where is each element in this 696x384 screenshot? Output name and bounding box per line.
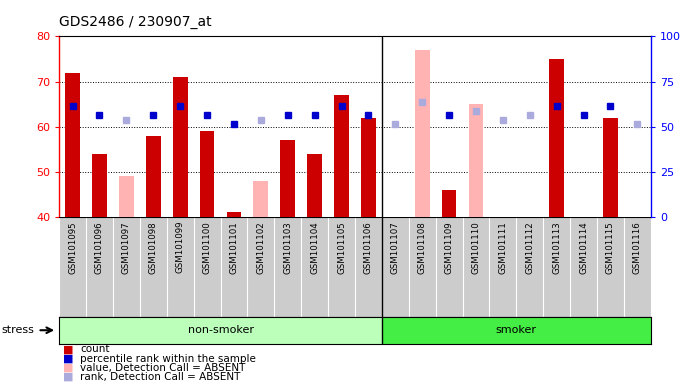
Bar (603, 118, 618, 217)
Text: non-smoker: non-smoker (187, 325, 253, 335)
Bar (253, 181, 268, 217)
Text: GSM101112: GSM101112 (525, 221, 535, 274)
Text: GSM101098: GSM101098 (149, 221, 158, 273)
Bar (200, 131, 214, 217)
Bar (388, 217, 403, 321)
Text: GSM101103: GSM101103 (283, 221, 292, 274)
Text: GSM101102: GSM101102 (256, 221, 265, 274)
Text: GSM101105: GSM101105 (337, 221, 346, 274)
Bar (59, 317, 382, 344)
Bar (280, 140, 295, 217)
Text: GSM101106: GSM101106 (364, 221, 373, 274)
Text: GSM101116: GSM101116 (633, 221, 642, 274)
Bar (65, 73, 80, 217)
Text: GSM101113: GSM101113 (552, 221, 561, 274)
Text: rank, Detection Call = ABSENT: rank, Detection Call = ABSENT (80, 372, 240, 382)
Bar (496, 217, 510, 334)
Bar (361, 118, 376, 217)
Text: smoker: smoker (496, 325, 537, 335)
Text: value, Detection Call = ABSENT: value, Detection Call = ABSENT (80, 363, 246, 373)
Text: ■: ■ (63, 344, 73, 354)
Bar (92, 154, 107, 217)
Bar (334, 95, 349, 217)
Bar (415, 50, 429, 217)
Text: GSM101109: GSM101109 (445, 221, 454, 273)
Text: GSM101115: GSM101115 (606, 221, 615, 274)
Text: GSM101114: GSM101114 (579, 221, 588, 274)
Bar (630, 217, 644, 357)
Bar (307, 154, 322, 217)
Bar (442, 190, 457, 217)
Bar (227, 212, 242, 217)
Bar (468, 104, 483, 217)
Text: GSM101095: GSM101095 (68, 221, 77, 273)
Text: GSM101099: GSM101099 (175, 221, 184, 273)
Text: GSM101108: GSM101108 (418, 221, 427, 274)
Text: ■: ■ (63, 354, 73, 364)
Bar (523, 217, 537, 230)
Text: stress: stress (1, 325, 34, 335)
Text: GDS2486 / 230907_at: GDS2486 / 230907_at (59, 15, 212, 29)
Bar (146, 136, 161, 217)
Bar (382, 317, 651, 344)
Bar (173, 77, 187, 217)
Text: GSM101110: GSM101110 (471, 221, 480, 274)
Bar (549, 59, 564, 217)
Text: GSM101096: GSM101096 (95, 221, 104, 273)
Bar (576, 217, 591, 244)
Text: GSM101097: GSM101097 (122, 221, 131, 273)
Text: GSM101101: GSM101101 (230, 221, 239, 274)
Text: GSM101100: GSM101100 (203, 221, 212, 274)
Text: count: count (80, 344, 109, 354)
Text: GSM101104: GSM101104 (310, 221, 319, 274)
Text: ■: ■ (63, 363, 73, 373)
Bar (119, 176, 134, 217)
Text: GSM101107: GSM101107 (390, 221, 400, 274)
Text: GSM101111: GSM101111 (498, 221, 507, 274)
Text: ■: ■ (63, 372, 73, 382)
Text: percentile rank within the sample: percentile rank within the sample (80, 354, 256, 364)
